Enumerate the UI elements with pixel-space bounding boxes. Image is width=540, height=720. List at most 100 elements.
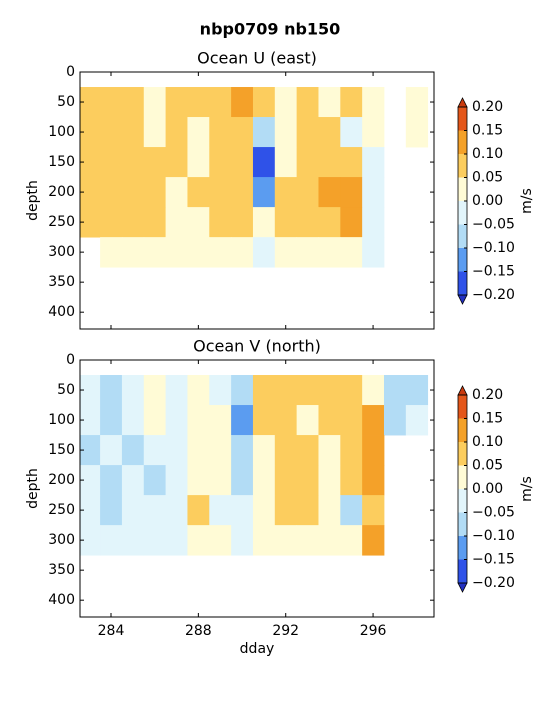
colorbar-band <box>458 130 467 154</box>
cell <box>100 117 123 148</box>
cell <box>121 117 145 148</box>
cell <box>231 375 254 406</box>
cell <box>143 435 167 466</box>
cell <box>405 375 429 406</box>
colorbar-tick-label: 0.20 <box>472 387 503 403</box>
colorbar-extend <box>457 385 468 396</box>
cell <box>231 525 254 556</box>
cell <box>165 405 188 436</box>
cell <box>340 495 363 526</box>
cell <box>252 375 276 406</box>
x-tick-label: 292 <box>272 623 299 639</box>
cell <box>187 117 210 148</box>
cell <box>209 207 232 238</box>
cell <box>405 405 429 436</box>
cell <box>100 147 123 178</box>
cell <box>231 435 254 466</box>
cell <box>296 87 319 118</box>
y-tick-label: 350 <box>48 562 75 578</box>
colorbar-tick-label: −0.05 <box>472 505 515 521</box>
cell <box>209 177 232 208</box>
cell <box>121 177 145 208</box>
cell <box>143 375 167 406</box>
cell <box>340 87 363 118</box>
cell <box>362 465 385 496</box>
colorbar-tick-label: 0.05 <box>472 170 503 186</box>
cell <box>383 375 407 406</box>
cell <box>80 177 101 208</box>
cell <box>100 237 123 268</box>
cell <box>121 237 145 268</box>
cell <box>362 147 385 178</box>
cell <box>318 207 341 238</box>
axes-frame <box>79 359 435 618</box>
cell <box>165 435 188 466</box>
cell <box>80 435 101 466</box>
cell <box>252 207 276 238</box>
cell <box>165 177 188 208</box>
cell <box>252 495 276 526</box>
colorbar-tick-label: −0.05 <box>472 217 515 233</box>
cell <box>252 405 276 436</box>
cell <box>340 117 363 148</box>
axes-title: Ocean V (north) <box>193 337 321 356</box>
cell <box>274 237 298 268</box>
colorbar-tick-label: 0.20 <box>472 99 503 115</box>
cell <box>318 405 341 436</box>
cell <box>296 525 319 556</box>
y-tick-label: 350 <box>48 274 75 290</box>
colorbar-tick-label: −0.15 <box>472 552 515 568</box>
cell <box>187 177 210 208</box>
cell <box>121 465 145 496</box>
colorbar-band <box>458 559 467 583</box>
cell <box>340 177 363 208</box>
cell <box>143 87 167 118</box>
colorbar-extend <box>457 294 468 305</box>
cell <box>296 207 319 238</box>
cell <box>296 495 319 526</box>
cell <box>187 495 210 526</box>
cell <box>362 495 385 526</box>
cell <box>143 207 167 238</box>
cell <box>80 117 101 148</box>
x-tick-label: 296 <box>360 623 387 639</box>
cell <box>362 405 385 436</box>
cell <box>187 237 210 268</box>
cell <box>274 495 298 526</box>
cell <box>80 147 101 178</box>
cell <box>165 495 188 526</box>
cell <box>100 435 123 466</box>
cell <box>80 465 101 496</box>
cell <box>252 117 276 148</box>
heatmap-cells <box>80 87 429 268</box>
cell <box>187 435 210 466</box>
cell <box>274 375 298 406</box>
cell <box>121 435 145 466</box>
y-tick-label: 200 <box>48 184 75 200</box>
y-tick-label: 0 <box>66 352 75 368</box>
cell <box>318 525 341 556</box>
cell <box>318 495 341 526</box>
cell <box>231 405 254 436</box>
cell <box>165 87 188 118</box>
cell <box>143 117 167 148</box>
cell <box>340 465 363 496</box>
cell <box>340 207 363 238</box>
cell <box>121 87 145 118</box>
colorbar-tick-label: 0.15 <box>472 411 503 427</box>
y-tick-label: 150 <box>48 154 75 170</box>
colorbar-label: m/s <box>519 476 535 502</box>
cell <box>362 207 385 238</box>
cell <box>340 147 363 178</box>
cell <box>209 525 232 556</box>
y-tick-label: 100 <box>48 412 75 428</box>
cell <box>100 525 123 556</box>
cell <box>121 495 145 526</box>
cell <box>318 177 341 208</box>
heatmap-cells <box>80 375 429 556</box>
y-tick-label: 50 <box>57 94 75 110</box>
cell <box>100 495 123 526</box>
colorbar-band <box>458 489 467 513</box>
cell <box>252 525 276 556</box>
cell <box>187 465 210 496</box>
